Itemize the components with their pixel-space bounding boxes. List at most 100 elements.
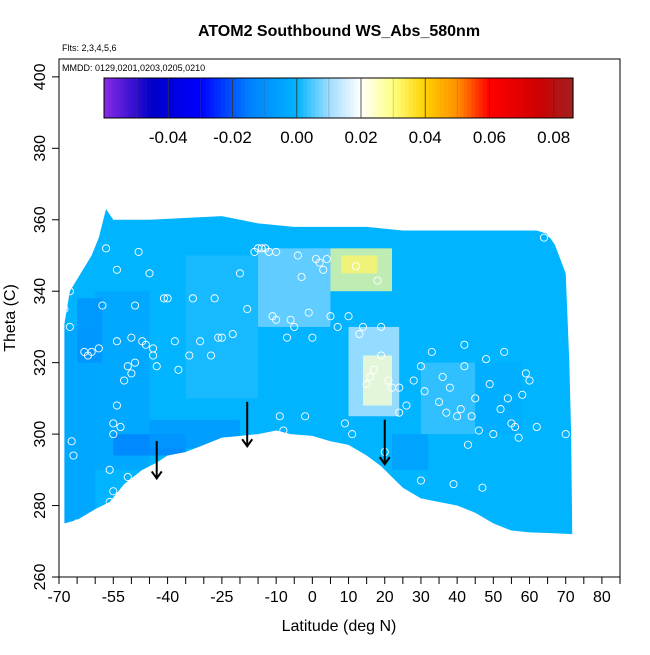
x-tick-label: -25 bbox=[210, 589, 233, 606]
data-point bbox=[463, 440, 473, 449]
colorbar-swatch bbox=[377, 78, 383, 118]
y-tick-label: 280 bbox=[32, 492, 49, 519]
data-point bbox=[163, 294, 172, 303]
colorbar-swatch bbox=[252, 78, 258, 118]
y-tick-label: 360 bbox=[32, 206, 49, 233]
data-point bbox=[272, 247, 281, 256]
colorbar-swatch bbox=[522, 78, 527, 118]
data-point bbox=[445, 383, 454, 392]
colorbar-swatch bbox=[436, 78, 441, 118]
colorbar-swatch bbox=[350, 78, 355, 118]
data-point bbox=[427, 347, 436, 356]
data-point bbox=[478, 483, 487, 492]
colorbar-swatch bbox=[244, 78, 250, 118]
data-point bbox=[69, 451, 78, 460]
colorbar-swatch bbox=[361, 78, 367, 118]
heatmap-cell bbox=[185, 255, 259, 399]
colorbar-swatch bbox=[193, 78, 199, 118]
data-point bbox=[326, 312, 335, 321]
data-point bbox=[496, 405, 505, 414]
data-point bbox=[369, 365, 378, 374]
colorbar-tick-label: 0.02 bbox=[344, 128, 377, 147]
data-point bbox=[348, 430, 357, 439]
colorbar-swatch bbox=[330, 78, 336, 118]
data-point bbox=[467, 412, 476, 421]
data-point bbox=[286, 315, 295, 324]
plot-frame bbox=[58, 58, 621, 578]
x-tick-label: 30 bbox=[412, 589, 430, 606]
colorbar-tick-label: 0.06 bbox=[473, 128, 506, 147]
y-axis: 260 280 300 320 340 360 380 400 bbox=[32, 63, 59, 590]
colorbar-swatch bbox=[334, 78, 340, 118]
data-point bbox=[293, 251, 302, 260]
colorbar-swatch bbox=[205, 78, 211, 118]
x-axis-label: Latitude (deg N) bbox=[282, 618, 397, 635]
colorbar-swatch bbox=[201, 78, 207, 118]
colorbar-swatch bbox=[369, 78, 375, 118]
data-point bbox=[112, 265, 121, 274]
colorbar-swatch bbox=[506, 78, 512, 118]
data-point bbox=[156, 462, 165, 471]
data-point bbox=[395, 408, 404, 417]
data-point bbox=[482, 355, 491, 364]
colorbar-swatch bbox=[420, 78, 426, 118]
data-point bbox=[333, 322, 342, 331]
data-point bbox=[116, 422, 125, 432]
colorbar-swatch bbox=[256, 78, 261, 118]
colorbar-tick-label: 0.08 bbox=[537, 128, 570, 147]
data-point bbox=[145, 269, 154, 278]
data-point bbox=[199, 447, 208, 457]
data-point bbox=[98, 301, 107, 310]
data-point bbox=[109, 419, 118, 428]
data-point bbox=[174, 365, 183, 374]
data-point bbox=[127, 333, 136, 342]
colorbar-swatch bbox=[209, 78, 215, 118]
data-point bbox=[344, 312, 353, 321]
data-point bbox=[377, 322, 386, 331]
data-point bbox=[315, 258, 324, 267]
colorbar-swatch bbox=[143, 78, 148, 118]
colorbar-swatch bbox=[107, 78, 113, 118]
x-tick-label: -40 bbox=[156, 589, 179, 606]
data-point bbox=[561, 430, 570, 439]
data-point bbox=[73, 519, 82, 528]
colorbar-swatch bbox=[416, 78, 422, 118]
data-point bbox=[109, 487, 118, 496]
colorbar-swatch bbox=[530, 78, 535, 118]
colorbar-swatch bbox=[432, 78, 437, 118]
data-point bbox=[112, 337, 121, 346]
colorbar-swatch bbox=[104, 78, 109, 118]
colorbar-swatch bbox=[444, 78, 449, 118]
colorbar-swatch bbox=[268, 78, 273, 118]
data-point bbox=[178, 458, 187, 467]
data-point bbox=[532, 422, 541, 432]
colorbar-swatch bbox=[162, 78, 168, 118]
colorbar-swatch bbox=[150, 78, 156, 118]
colorbar-swatch bbox=[408, 78, 414, 118]
colorbar-swatch bbox=[146, 78, 152, 118]
colorbar-swatch bbox=[545, 78, 551, 118]
data-point bbox=[149, 351, 158, 360]
data-point bbox=[500, 347, 509, 356]
data-point bbox=[358, 322, 368, 331]
data-point bbox=[514, 433, 523, 442]
data-point bbox=[60, 305, 69, 314]
colorbar-swatch bbox=[404, 78, 410, 118]
y-tick-label: 380 bbox=[32, 135, 49, 162]
colorbar-swatch bbox=[264, 78, 269, 118]
colorbar-swatch bbox=[189, 78, 195, 118]
data-point bbox=[87, 347, 96, 356]
colorbar-swatch bbox=[139, 78, 144, 118]
colorbar-swatch bbox=[451, 78, 457, 118]
data-point bbox=[355, 330, 364, 339]
colorbar-swatch bbox=[338, 78, 344, 118]
data-point bbox=[438, 372, 447, 381]
data-point bbox=[130, 358, 140, 367]
data-point bbox=[456, 405, 465, 414]
colorbar-swatch bbox=[135, 78, 140, 118]
data-point bbox=[453, 412, 462, 421]
data-point bbox=[308, 333, 317, 342]
colorbar-swatch bbox=[275, 78, 281, 118]
colorbar-swatch bbox=[541, 78, 547, 118]
